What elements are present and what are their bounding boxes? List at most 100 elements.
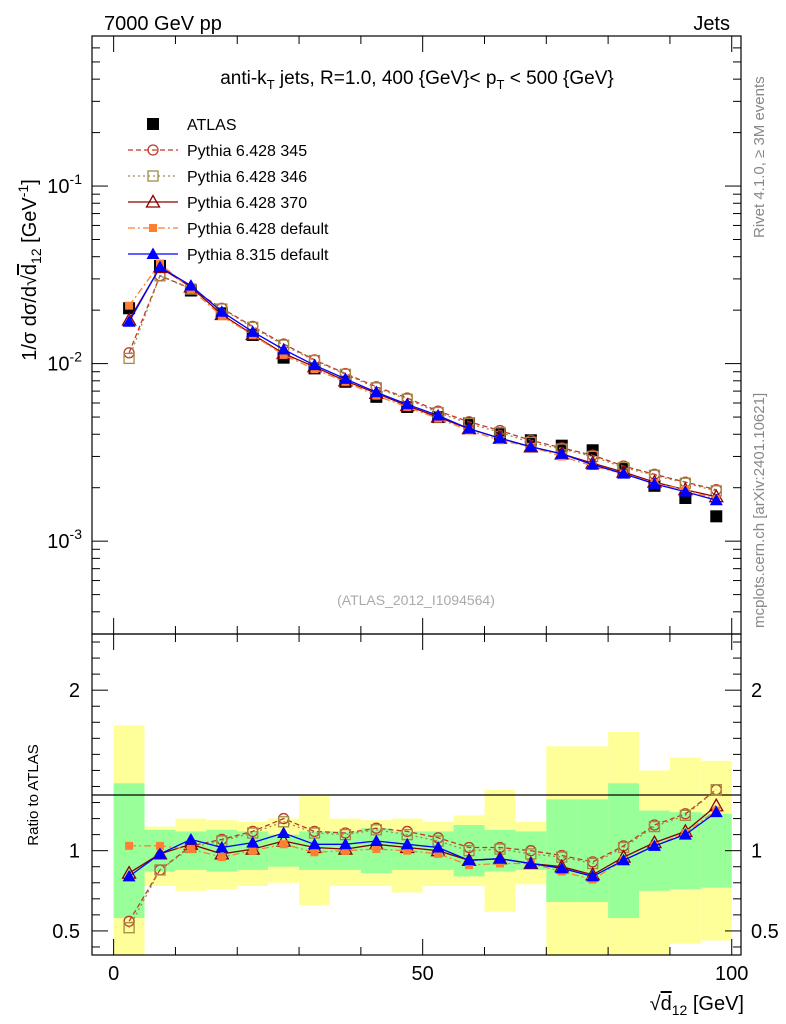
ratio-point-pythia-8-315-default <box>586 869 600 882</box>
ratio-point-pythia-6-428-346 <box>154 864 166 876</box>
ratio-panel-frame <box>91 633 742 956</box>
ratio-point-pythia-8-315-default <box>338 837 352 850</box>
main-point-pythia-8-315-default <box>277 343 291 355</box>
ratio-y-tick-label-left: 0.5 <box>52 921 80 943</box>
ratio-point-pythia-6-428-default <box>186 845 195 854</box>
ratio-point-pythia-6-428-346 <box>617 841 630 854</box>
main-title: anti-kT jets, R=1.0, 400 {GeV}< pT < 500… <box>220 68 614 92</box>
ratio-point-pythia-6-428-default <box>372 845 381 854</box>
x-tick-label: 100 <box>715 963 748 985</box>
header-right: Jets <box>693 13 730 35</box>
main-point-pythia-8-315-default <box>524 440 538 452</box>
legend-label-atlas: ATLAS <box>187 117 237 134</box>
ratio-point-pythia-6-428-default <box>125 841 134 850</box>
main-point-pythia-8-315-default <box>462 422 476 434</box>
analysis-watermark: (ATLAS_2012_I1094564) <box>337 592 495 608</box>
ratio-point-pythia-8-315-default <box>308 837 322 850</box>
ratio-band-inner <box>113 783 145 919</box>
main-series-line-pythia-6-428-345 <box>128 274 717 491</box>
ratio-point-pythia-6-428-default <box>248 846 257 855</box>
main-point-pythia-8-315-default <box>338 372 352 384</box>
main-point-pythia-8-315-default <box>647 477 661 489</box>
legend-label-pythia-6-428-346: Pythia 6.428 346 <box>187 169 307 186</box>
x-tick-label: 0 <box>108 963 119 985</box>
side-label-mcplots: mcplots.cern.ch [arXiv:2401.10621] <box>751 393 768 628</box>
ratio-point-pythia-6-428-default <box>341 846 350 855</box>
x-axis-label: √d12 [GeV] <box>650 993 744 1018</box>
main-point-pythia-8-315-default <box>246 325 260 337</box>
ratio-point-pythia-8-315-default <box>246 836 260 848</box>
main-point-pythia-8-315-default <box>308 358 322 371</box>
ratio-point-pythia-8-315-default <box>122 869 136 882</box>
header-left: 7000 GeV pp <box>104 13 222 35</box>
ratio-point-pythia-8-315-default <box>277 826 291 839</box>
ratio-point-pythia-6-428-default <box>279 840 288 849</box>
ratio-panel: 0.5 0.5 1 1 2 2 0 50 100 Ratio to ATLAS √d12 [Ge… <box>25 633 779 1018</box>
main-point-pythia-6-428-default <box>279 350 288 359</box>
legend-marker-pythia-6-428-default <box>149 224 157 232</box>
legend-marker-pythia-6-428-345 <box>147 144 159 156</box>
side-label-rivet: Rivet 4.1.0, ≥ 3M events <box>751 76 768 238</box>
main-point-pythia-8-315-default <box>555 447 569 459</box>
legend-label-pythia-8-315-default: Pythia 8.315 default <box>187 247 329 264</box>
ratio-y-tick-label-right: 1 <box>751 841 762 863</box>
ratio-point-pythia-8-315-default <box>215 840 229 853</box>
main-point-pythia-8-315-default <box>184 279 198 291</box>
legend-marker-pythia-8-315-default <box>146 247 160 259</box>
legend-label-pythia-6-428-370: Pythia 6.428 370 <box>187 195 307 212</box>
legend-label-pythia-6-428-345: Pythia 6.428 345 <box>187 143 307 160</box>
ratio-point-pythia-6-428-default <box>434 849 443 858</box>
main-point-pythia-8-315-default <box>431 409 445 421</box>
ratio-point-pythia-8-315-default <box>493 852 507 864</box>
main-point-pythia-8-315-default <box>153 260 167 273</box>
ratio-y-tick-label-left: 2 <box>69 680 80 702</box>
main-point-pythia-8-315-default <box>709 493 723 506</box>
ratio-band-inner <box>268 834 300 867</box>
ratio-point-pythia-8-315-default <box>462 853 476 866</box>
main-point-atlas <box>555 439 568 452</box>
main-point-atlas <box>710 510 723 523</box>
legend-marker-atlas <box>147 118 159 130</box>
ratio-point-pythia-8-315-default <box>555 861 569 874</box>
ratio-point-pythia-6-428-346 <box>679 809 692 822</box>
ratio-point-pythia-6-428-346 <box>648 820 661 833</box>
ratio-point-pythia-6-428-default <box>155 841 164 850</box>
legend-marker-pythia-6-428-346 <box>147 170 159 182</box>
ratio-point-pythia-6-428-345 <box>123 915 135 927</box>
main-point-pythia-8-315-default <box>369 385 383 398</box>
ratio-point-pythia-6-428-default <box>217 853 226 862</box>
ratio-band-inner <box>577 799 609 903</box>
ratio-y-tick-label-right: 2 <box>751 680 762 702</box>
main-point-pythia-8-315-default <box>122 315 136 327</box>
ratio-point-pythia-6-428-default <box>310 848 319 857</box>
ratio-point-pythia-8-315-default <box>400 837 414 850</box>
main-point-pythia-6-428-346 <box>123 352 135 365</box>
ratio-y-tick-label-left: 1 <box>69 841 80 863</box>
main-point-pythia-8-315-default <box>678 485 692 497</box>
main-point-pythia-6-428-default <box>125 301 134 310</box>
legend-label-pythia-6-428-default: Pythia 6.428 default <box>187 221 329 238</box>
main-point-pythia-8-315-default <box>586 458 600 470</box>
ratio-point-pythia-8-315-default <box>524 857 538 869</box>
x-tick-label: 50 <box>412 963 434 985</box>
ratio-point-pythia-6-428-346 <box>123 922 135 934</box>
main-panel: 10-3 10-2 10-1 anti-kT jets, R=1.0, 400 {G… <box>15 35 742 635</box>
ratio-point-pythia-8-315-default <box>647 839 661 851</box>
ratio-point-pythia-6-428-default <box>403 846 412 855</box>
main-y-axis-label: 1/σ dσ/d√d12 [GeV-1] <box>15 179 44 361</box>
legend: ATLAS Pythia 6.428 345 Pythia 6.428 346 Pyt… <box>128 117 329 264</box>
ratio-y-axis-label: Ratio to ATLAS <box>25 744 42 845</box>
ratio-point-pythia-8-315-default <box>709 805 723 818</box>
main-point-pythia-8-315-default <box>493 431 507 444</box>
main-y-tick-label: 10-3 <box>47 526 82 553</box>
main-point-pythia-8-315-default <box>215 305 229 317</box>
main-point-pythia-8-315-default <box>617 467 631 479</box>
main-point-pythia-8-315-default <box>400 397 414 410</box>
ratio-point-pythia-8-315-default <box>184 832 198 845</box>
main-y-tick-label: 10-2 <box>47 349 82 376</box>
ratio-point-pythia-8-315-default <box>617 853 631 866</box>
ratio-point-pythia-8-315-default <box>369 834 383 847</box>
ratio-point-pythia-8-315-default <box>153 847 167 859</box>
ratio-point-pythia-8-315-default <box>678 828 692 840</box>
